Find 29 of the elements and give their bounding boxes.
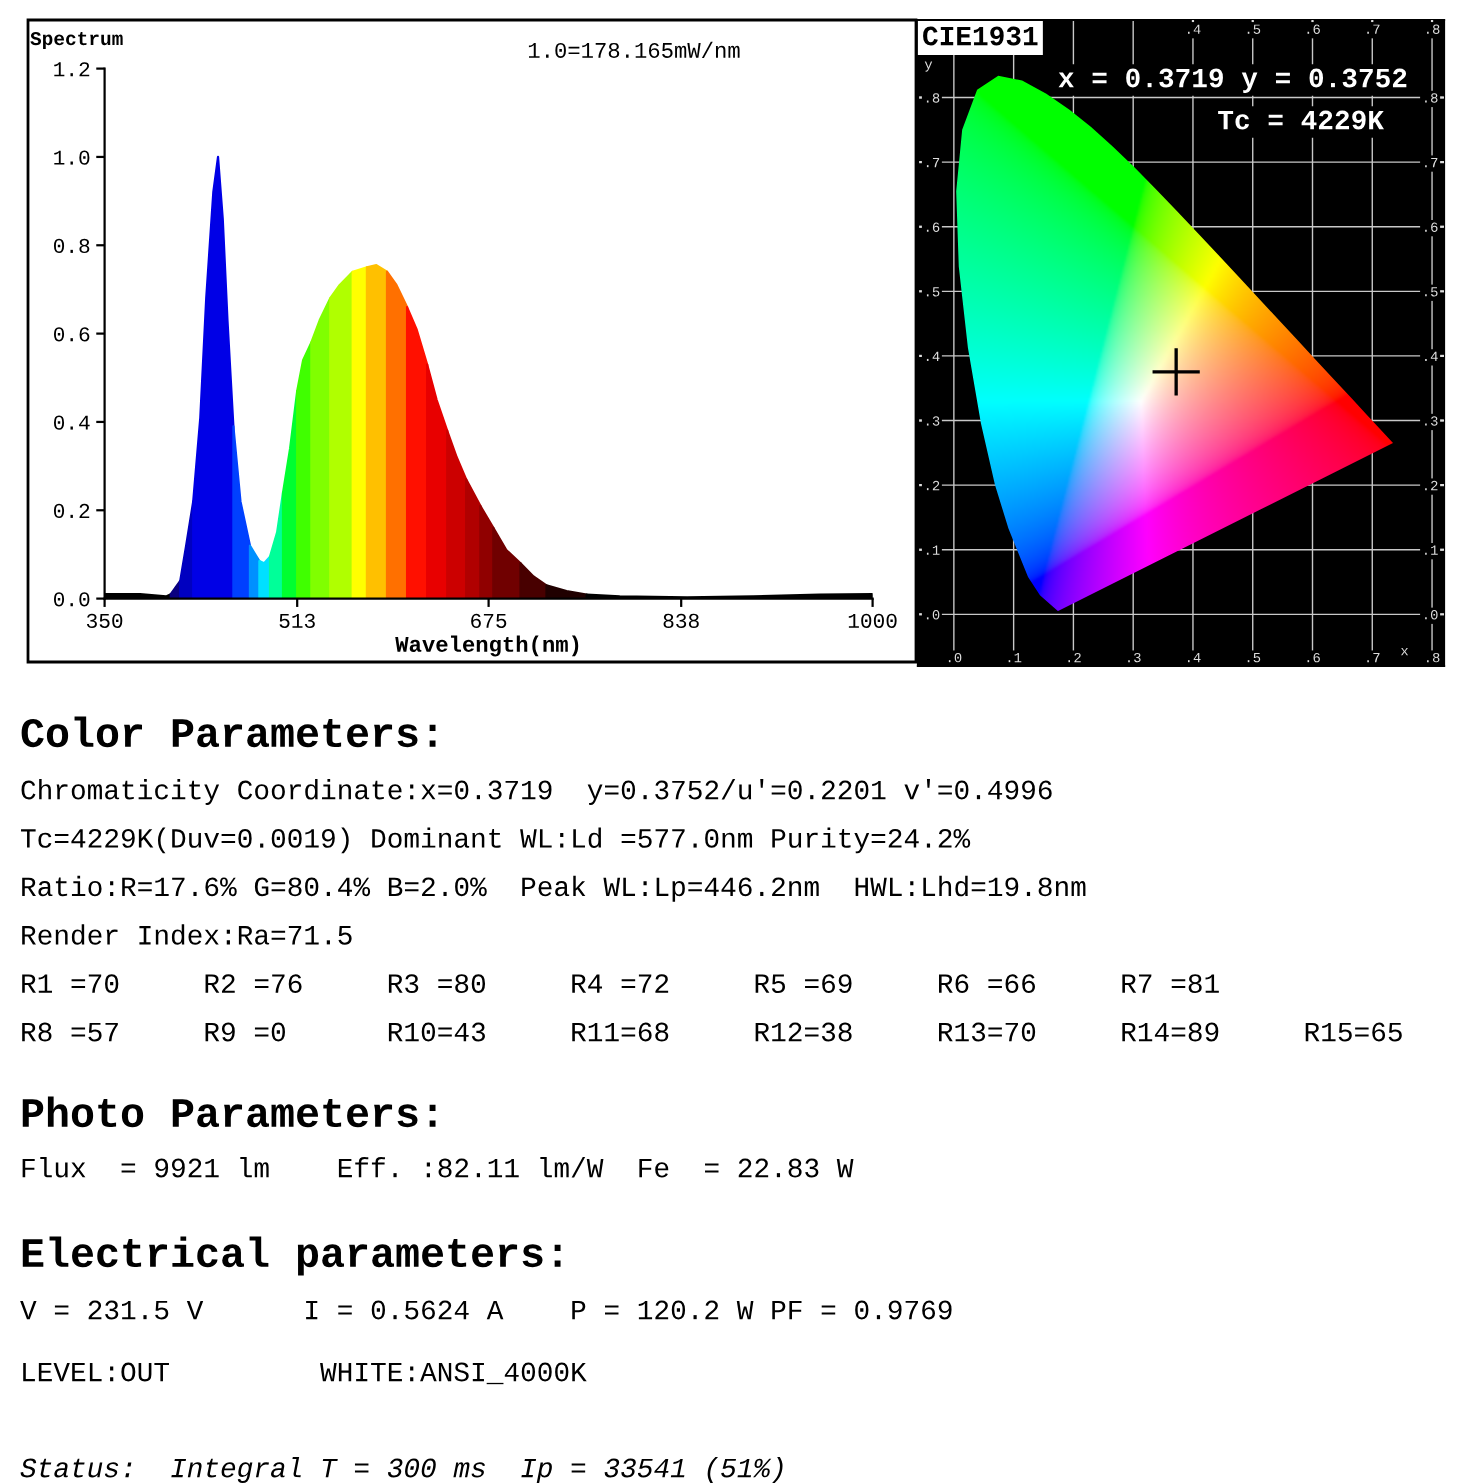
x-tick-label: 513	[279, 613, 315, 628]
text: Status: Integral T = 300 ms Ip = 33541 (51%)	[20, 1457, 783, 1483]
text: LEVEL:OUT WHITE:ANSI_4000K	[23, 1362, 587, 1385]
y-tick-label: 0.0	[53, 592, 90, 607]
text: R8 =57 R9 =0 R10=43 R11=68 R12=38 R13=70 R14=89 R15=65	[22, 1022, 1402, 1042]
text: Render Index:Ra=71.5	[22, 924, 352, 945]
text: Tc=4229K(Duv=0.0019) Dominant WL:Ld =577.0nm Purity=24.2%	[21, 827, 971, 854]
y-tick-label: 0.8	[53, 238, 90, 254]
text: V = 231.5 V I = 0.5624 A P = 120.2 W PF = 0.9769	[20, 1300, 952, 1320]
text: R1 =70 R2 =76 R3 =80 R4 =72 R5 =69 R6 =66 R7 =81	[22, 974, 1219, 994]
x-tick-label: 838	[663, 613, 699, 628]
text: Chromaticity Coordinate:x=0.3719 y=0.3752/u'=0.2201 v'=0.4996	[21, 779, 1052, 805]
y-tick-label: 0.4	[53, 415, 90, 430]
x-tick-label: 675	[471, 613, 507, 628]
text: Photo Parameters:	[22, 1096, 436, 1128]
y-tick-label: 1.2	[54, 62, 90, 77]
x-axis-title: Wavelength(nm)	[395, 635, 579, 657]
x-tick-label: 1000	[848, 613, 897, 628]
y-tick-label: 1.0	[54, 150, 90, 165]
y-tick-label: 0.6	[53, 327, 90, 342]
text: Flux = 9921 lm Eff. :82.11 lm/W Fe = 22.83 W	[22, 1157, 854, 1178]
text: Color Parameters:	[21, 716, 436, 748]
text: Ratio:R=17.6% G=80.4% B=2.0% Peak WL:Lp=446.2nm HWL:Lhd=19.8nm	[22, 875, 1086, 902]
x-tick-label: 350	[86, 613, 123, 628]
chart-title: Spectrum	[30, 32, 123, 50]
y-tick-label: 0.2	[53, 503, 90, 519]
text: 1.0=178.165mW/nm	[528, 41, 740, 58]
text: Electrical parameters:	[22, 1236, 561, 1276]
chart-title: CIE1931	[923, 26, 1038, 46]
